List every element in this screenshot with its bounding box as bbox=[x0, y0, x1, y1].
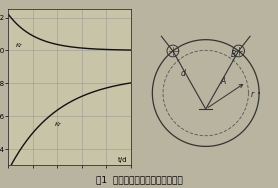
Text: Kr: Kr bbox=[55, 122, 61, 127]
Text: A: A bbox=[220, 77, 225, 86]
Text: r: r bbox=[251, 90, 254, 99]
Text: Kr: Kr bbox=[16, 43, 23, 48]
Text: B: B bbox=[231, 50, 236, 59]
Text: d: d bbox=[181, 69, 186, 78]
Text: t/d: t/d bbox=[118, 157, 127, 163]
Text: 图1  砂轮基盘安装孔应力系数确定: 图1 砂轮基盘安装孔应力系数确定 bbox=[96, 175, 182, 184]
